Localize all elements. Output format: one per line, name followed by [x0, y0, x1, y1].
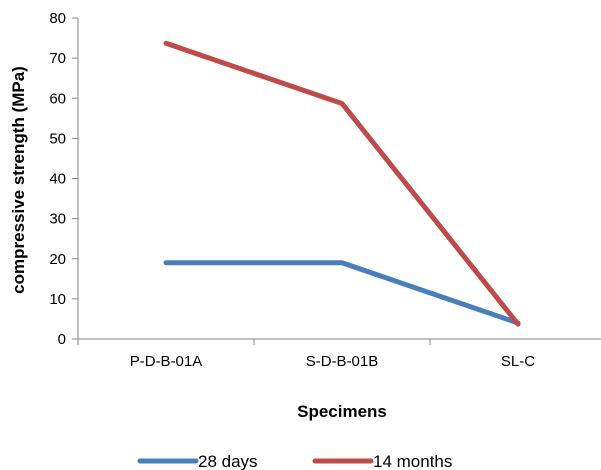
- series-line-28-days: [163, 260, 521, 326]
- legend-label: 28 days: [198, 452, 258, 470]
- y-tick-label: 60: [49, 90, 66, 107]
- legend: 28 days 14 months: [137, 452, 452, 470]
- x-tick-label: S-D-B-01B: [306, 353, 379, 370]
- y-tick-label: 20: [49, 251, 66, 268]
- x-axis-title: Specimens: [297, 402, 387, 421]
- y-tick-label: 70: [49, 50, 66, 67]
- y-tick-label: 30: [49, 211, 66, 228]
- y-tick-label: 0: [58, 331, 66, 348]
- series-lines: [163, 40, 521, 327]
- y-tick-label: 50: [49, 130, 66, 147]
- axes: 0 10 20 30 40 50 60 70 80 P-D-B-01A S-D-B-01B SL-C: [49, 10, 601, 370]
- y-tick-label: 80: [49, 10, 66, 27]
- x-tick-label: P-D-B-01A: [130, 353, 203, 370]
- y-axis-title: compressive strength (MPa): [9, 66, 28, 294]
- y-tick-label: 10: [49, 291, 66, 308]
- legend-label: 14 months: [373, 452, 452, 470]
- y-tick-label: 40: [49, 171, 66, 188]
- series-line-14-months: [163, 40, 521, 327]
- x-tick-label: SL-C: [501, 353, 535, 370]
